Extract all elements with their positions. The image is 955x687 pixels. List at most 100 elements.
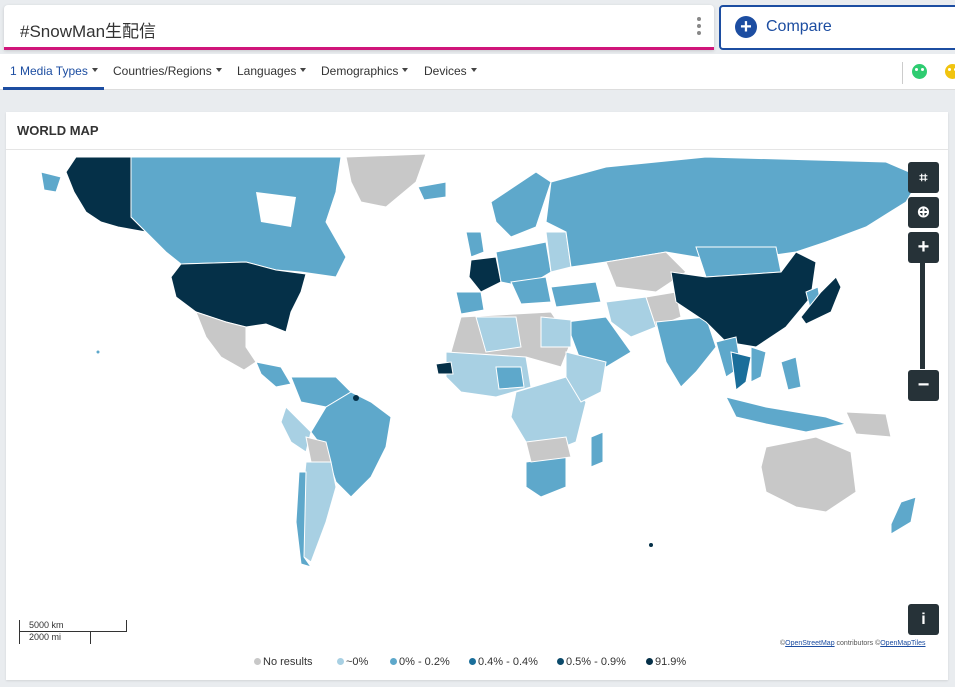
region-vietnam: [750, 346, 767, 383]
legend-item-0.5-0.9: 0.5% - 0.9%: [557, 656, 626, 668]
legend-label: 0.4% - 0.4%: [478, 656, 538, 668]
zoom-out-button[interactable]: −: [908, 370, 939, 401]
region-france: [468, 256, 502, 293]
plus-circle-icon: +: [735, 16, 757, 38]
region-india: [655, 316, 717, 388]
neutral-sentiment-icon[interactable]: [945, 64, 955, 79]
region-hawaii: [96, 350, 100, 354]
region-afghanistan: [645, 291, 682, 328]
crosshair-icon[interactable]: ⊕: [908, 197, 939, 228]
top-bar: #SnowMan生配信 + Compare: [0, 0, 955, 54]
region-kazakhstan: [605, 251, 687, 293]
region-china: [670, 251, 817, 348]
region-central-america: [255, 361, 292, 388]
attribution-prefix-2: ©: [875, 640, 881, 647]
region-turkey: [550, 281, 602, 308]
active-tab-underline: [3, 87, 104, 90]
legend-label: No results: [263, 656, 313, 668]
scale-metric: 5000 km: [19, 620, 127, 632]
caret-down-icon: [215, 67, 222, 72]
region-canada: [130, 156, 347, 278]
region-thailand: [730, 351, 752, 391]
filter-label: Demographics: [321, 64, 399, 78]
filter-divider: [902, 62, 903, 84]
region-indonesia: [725, 396, 848, 433]
region-new-guinea: [845, 411, 892, 438]
region-egypt: [540, 316, 572, 348]
region-alaska-west: [40, 171, 62, 193]
region-iran: [605, 296, 657, 338]
filter-label: Devices: [424, 64, 467, 78]
kebab-menu-icon[interactable]: [696, 17, 702, 37]
region-canada-hudson: [256, 192, 296, 227]
legend-swatch: [254, 657, 261, 665]
region-greenland: [345, 153, 427, 208]
region-uk: [465, 231, 485, 258]
filter-bar: 1 Media Types Countries/Regions Language…: [0, 54, 955, 90]
region-usa: [170, 261, 307, 333]
legend-item-approx-zero: ~0%: [337, 656, 368, 668]
region-scandinavia: [490, 171, 552, 238]
positive-sentiment-icon[interactable]: [912, 64, 927, 79]
legend-swatch: [646, 657, 653, 665]
region-australia: [760, 436, 857, 513]
legend-item-0-0.2: 0% - 0.2%: [390, 656, 450, 668]
region-balkans: [510, 276, 552, 305]
map-attribution: ©OpenStreetMap contributors ©OpenMapTile…: [778, 639, 928, 648]
region-new-zealand: [890, 496, 917, 535]
openmaptiles-link[interactable]: OpenMapTiles: [880, 640, 926, 647]
region-philippines: [780, 356, 802, 391]
world-map-card: WORLD MAP: [6, 112, 948, 680]
legend-swatch: [337, 657, 344, 665]
filter-countries-regions[interactable]: Countries/Regions: [113, 64, 222, 78]
filter-label: Languages: [237, 64, 297, 78]
attribution-prefix: ©: [780, 640, 786, 647]
scale-imperial: 2000 mi: [19, 632, 91, 644]
crop-icon[interactable]: ⌗: [908, 162, 939, 193]
legend-label: 91.9%: [655, 656, 687, 668]
region-senegal: [435, 361, 454, 375]
world-map-svg[interactable]: [6, 152, 948, 652]
legend-swatch: [390, 657, 397, 665]
region-chile: [295, 471, 313, 568]
region-caribbean: [353, 395, 359, 401]
zoom-slider-track[interactable]: [920, 257, 925, 369]
legend-label: 0.5% - 0.9%: [566, 656, 626, 668]
search-query-text[interactable]: #SnowMan生配信: [20, 22, 157, 41]
region-iceland: [417, 181, 447, 201]
legend-item-no-results: No results: [254, 656, 313, 668]
region-iberia: [455, 291, 485, 315]
caret-down-icon: [91, 67, 98, 72]
osm-link[interactable]: OpenStreetMap: [785, 640, 835, 647]
region-reunion: [649, 543, 653, 547]
caret-down-icon: [470, 67, 477, 72]
caret-down-icon: [300, 67, 307, 72]
legend-swatch: [557, 657, 564, 665]
filter-languages[interactable]: Languages: [237, 64, 307, 78]
filter-devices[interactable]: Devices: [424, 64, 477, 78]
search-query-box[interactable]: #SnowMan生配信: [4, 5, 714, 50]
card-divider: [6, 149, 948, 150]
filter-media-types[interactable]: 1 Media Types: [10, 64, 98, 78]
region-algeria: [475, 316, 522, 353]
region-nigeria: [495, 366, 525, 390]
legend-label: ~0%: [346, 656, 369, 668]
region-south-africa: [525, 456, 567, 498]
region-southern-africa: [525, 436, 572, 463]
caret-down-icon: [402, 67, 409, 72]
info-button[interactable]: i: [908, 604, 939, 635]
card-title: WORLD MAP: [17, 123, 99, 138]
filter-label: 1 Media Types: [10, 64, 88, 78]
scale-bar: 5000 km 2000 mi: [19, 620, 127, 644]
legend-item-0.4-0.4: 0.4% - 0.4%: [469, 656, 538, 668]
world-map[interactable]: ⌗ ⊕ + − i: [6, 152, 948, 652]
region-russia: [545, 156, 922, 268]
map-legend: No results ~0% 0% - 0.2% 0.4% - 0.4% 0.5…: [0, 656, 955, 672]
region-madagascar: [590, 431, 604, 468]
region-peru: [280, 406, 312, 453]
legend-swatch: [469, 657, 476, 665]
compare-button[interactable]: + Compare: [719, 5, 955, 50]
filter-demographics[interactable]: Demographics: [321, 64, 409, 78]
attribution-contributors: contributors: [834, 640, 876, 647]
region-japan: [800, 276, 842, 325]
